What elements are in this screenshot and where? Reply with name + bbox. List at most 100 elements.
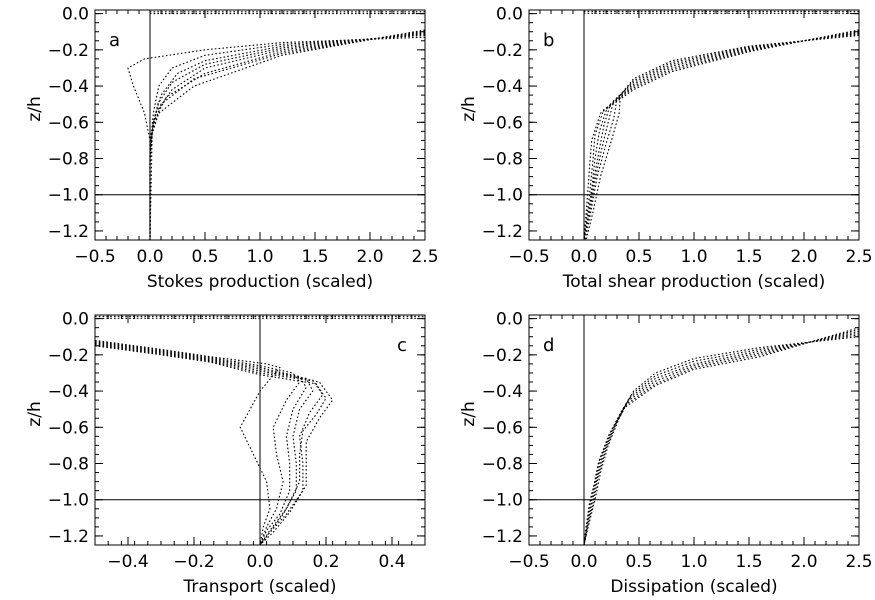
x-axis-label: Dissipation (scaled) xyxy=(610,577,777,597)
x-tick-label: 2.0 xyxy=(790,247,817,267)
plot-frame xyxy=(528,314,860,546)
x-tick-label: 2.0 xyxy=(356,247,383,267)
x-tick-label: −0.4 xyxy=(107,552,148,572)
x-tick-label: 1.5 xyxy=(301,247,328,267)
y-tick-label: −1.0 xyxy=(48,186,89,206)
y-tick-label: −0.2 xyxy=(482,41,523,61)
x-tick-label: −0.5 xyxy=(508,247,549,267)
x-tick-label: 1.0 xyxy=(680,552,707,572)
series-line-2 xyxy=(95,340,301,545)
series-line-4 xyxy=(583,330,859,545)
y-tick-label: −0.4 xyxy=(482,77,523,97)
series-line-6 xyxy=(583,30,859,240)
panel-letter: c xyxy=(397,335,407,356)
x-tick-label: 0.4 xyxy=(378,552,405,572)
series-line-4 xyxy=(149,32,425,240)
x-tick-label: 2.5 xyxy=(845,247,872,267)
series-line-2 xyxy=(583,334,859,545)
x-tick-label: 0.0 xyxy=(136,247,163,267)
series-line-7 xyxy=(149,30,425,240)
x-tick-label: 0.5 xyxy=(191,247,218,267)
y-tick-label: −1.2 xyxy=(48,222,89,242)
y-tick-label: −0.6 xyxy=(482,418,523,438)
panel-letter: a xyxy=(109,30,120,51)
x-tick-label: −0.2 xyxy=(173,552,214,572)
y-tick-label: 0.0 xyxy=(496,310,523,330)
series-line-6 xyxy=(149,31,425,240)
y-tick-label: −0.8 xyxy=(482,455,523,475)
x-tick-label: 0.2 xyxy=(312,552,339,572)
panel-letter: d xyxy=(543,335,554,356)
x-tick-label: 0.0 xyxy=(246,552,273,572)
y-tick-label: −0.2 xyxy=(482,346,523,366)
series-line-2 xyxy=(149,34,425,240)
y-tick-label: −1.2 xyxy=(482,527,523,547)
y-tick-label: −0.2 xyxy=(48,41,89,61)
x-tick-label: 0.0 xyxy=(570,247,597,267)
y-tick-label: −0.2 xyxy=(48,346,89,366)
y-tick-label: −0.8 xyxy=(48,455,89,475)
x-tick-label: 0.5 xyxy=(625,247,652,267)
series-line-5 xyxy=(95,343,324,545)
y-axis-label: z/h xyxy=(459,401,479,426)
y-tick-label: −0.8 xyxy=(482,150,523,170)
series-group xyxy=(127,11,425,240)
series-line-3 xyxy=(583,32,859,240)
plot-frame xyxy=(94,9,426,241)
x-tick-label: 1.5 xyxy=(735,552,762,572)
y-tick-label: −0.6 xyxy=(48,418,89,438)
plot-frame xyxy=(528,9,860,241)
y-axis-label: z/h xyxy=(459,96,479,121)
series-line-5 xyxy=(583,328,859,545)
series-line-2 xyxy=(584,33,859,240)
series-line-1 xyxy=(585,34,859,240)
y-tick-label: 0.0 xyxy=(62,310,89,330)
x-axis-label: Transport (scaled) xyxy=(182,577,336,597)
panel-a: −0.5 0.0 0.5 1.0 1.5 2.0 2.5 0.0 −0.2 −0.4 −0.6 −0.… xyxy=(25,5,439,292)
y-tick-label: −0.4 xyxy=(48,77,89,97)
y-tick-label: −0.4 xyxy=(48,382,89,402)
y-tick-label: −1.2 xyxy=(482,222,523,242)
series-line-7 xyxy=(583,29,859,240)
x-tick-label: 2.5 xyxy=(845,552,872,572)
panel-c: −0.4 −0.2 0.0 0.2 0.4 0.0 −0.2 −0.4 −0.6 −0.8 −1.0… xyxy=(25,310,426,597)
series-line-1 xyxy=(95,339,281,545)
series-line-6 xyxy=(583,327,859,545)
y-tick-label: −1.0 xyxy=(482,491,523,511)
series-line-5 xyxy=(583,31,859,240)
x-tick-label: 1.0 xyxy=(246,247,273,267)
x-tick-label: 0.0 xyxy=(570,552,597,572)
y-tick-label: 0.0 xyxy=(62,5,89,25)
panel-d: −0.5 0.0 0.5 1.0 1.5 2.0 2.5 0.0 −0.2 −0.4 −0.6 −0.… xyxy=(459,310,873,597)
y-tick-label: −1.2 xyxy=(48,527,89,547)
panel-b: −0.5 0.0 0.5 1.0 1.5 2.0 2.5 0.0 −0.2 −0.4 −0.6 −0.… xyxy=(459,5,873,292)
y-tick-label: −0.4 xyxy=(482,382,523,402)
series-group xyxy=(583,10,859,240)
x-tick-label: 2.0 xyxy=(790,552,817,572)
x-tick-label: 0.5 xyxy=(625,552,652,572)
x-tick-label: 1.0 xyxy=(680,247,707,267)
series-line-3 xyxy=(583,332,859,545)
x-tick-label: 2.5 xyxy=(411,247,438,267)
y-tick-label: −0.6 xyxy=(482,113,523,133)
series-line-3 xyxy=(149,33,425,240)
y-tick-label: −1.0 xyxy=(482,186,523,206)
x-tick-label: −0.5 xyxy=(74,247,115,267)
y-tick-label: −0.8 xyxy=(48,150,89,170)
series-line-5 xyxy=(149,32,425,240)
x-tick-label: 1.5 xyxy=(735,247,762,267)
series-line-3 xyxy=(95,341,307,545)
x-axis-label: Stokes production (scaled) xyxy=(147,272,373,292)
series-line-8 xyxy=(149,29,425,240)
y-tick-label: 0.0 xyxy=(496,5,523,25)
y-tick-label: −1.0 xyxy=(48,491,89,511)
series-line-6 xyxy=(95,344,334,545)
series-line-4 xyxy=(583,32,859,240)
x-axis-label: Total shear production (scaled) xyxy=(562,272,826,292)
series-line-4 xyxy=(95,342,314,545)
series-group xyxy=(583,327,859,545)
y-axis-label: z/h xyxy=(25,401,45,426)
panel-letter: b xyxy=(543,30,554,51)
y-tick-label: −0.6 xyxy=(48,113,89,133)
